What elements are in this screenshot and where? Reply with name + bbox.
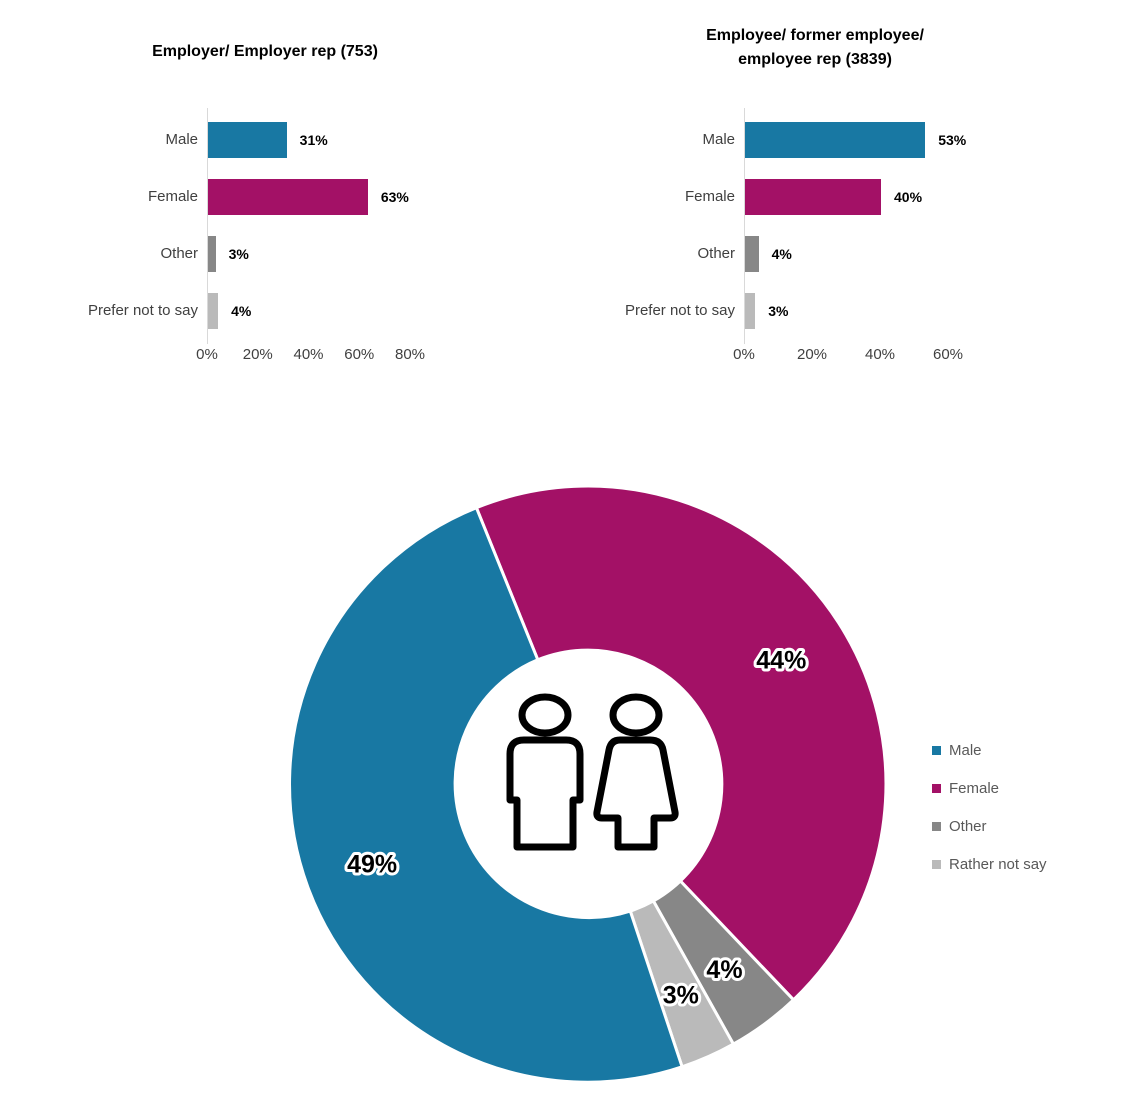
legend-marker-icon — [932, 859, 941, 869]
bar-value-label: 31% — [299, 132, 328, 148]
x-axis-tick-label: 0% — [733, 346, 755, 363]
legend-item-other: Other — [932, 814, 1047, 838]
category-label: Male — [702, 131, 735, 148]
legend-item-female: Female — [932, 776, 1047, 800]
x-axis-tick-label: 40% — [864, 346, 896, 363]
bar-female — [745, 179, 881, 215]
legend-marker-icon — [932, 821, 941, 831]
bar-value-label: 40% — [894, 189, 923, 205]
bar-prefer-not-to-say — [208, 293, 219, 329]
x-axis-tick-label: 0% — [196, 346, 218, 363]
category-label: Other — [160, 245, 198, 262]
bar-value-label: 63% — [380, 189, 409, 205]
x-axis-tick-label: 20% — [796, 346, 828, 363]
donut-slice-female — [474, 484, 888, 1002]
employee-bar-chart: Employee/ former employee/ employee rep … — [600, 20, 1060, 390]
donut-data-label: 44% — [756, 646, 806, 674]
x-axis-tick-label: 60% — [344, 346, 375, 363]
donut-data-label: 3% — [663, 981, 699, 1009]
employee-chart-title: Employee/ former employee/ employee rep … — [600, 24, 1030, 72]
bar-value-label: 3% — [228, 246, 249, 262]
legend-label: Female — [949, 779, 1000, 797]
category-label: Other — [697, 245, 735, 262]
category-label: Prefer not to say — [624, 302, 735, 319]
legend-item-male: Male — [932, 738, 1047, 762]
category-label: Prefer not to say — [87, 302, 198, 319]
bar-other — [745, 236, 759, 272]
donut-legend: Male Female Other Rather not say — [932, 738, 1047, 890]
bar-male — [208, 122, 287, 158]
woman-head — [609, 693, 663, 737]
y-axis-line — [207, 108, 208, 344]
legend-item-rather-not-say: Rather not say — [932, 852, 1047, 876]
category-label: Female — [147, 188, 198, 205]
category-label: Female — [684, 188, 735, 205]
bar-value-label: 53% — [938, 132, 967, 148]
donut-data-label: 49% — [347, 850, 397, 878]
woman-body — [593, 736, 679, 851]
bar-prefer-not-to-say — [745, 293, 756, 329]
legend-label: Male — [949, 741, 982, 759]
legend-marker-icon — [932, 783, 941, 793]
legend-marker-icon — [932, 745, 941, 755]
x-axis-tick-label: 60% — [932, 346, 964, 363]
donut-slice-male — [288, 506, 684, 1084]
man-head — [518, 693, 572, 737]
employer-chart-title: Employer/ Employer rep (753) — [152, 43, 378, 60]
man-body — [506, 736, 584, 851]
employee-chart-title-line2: employee rep (3839) — [738, 51, 892, 68]
bar-male — [745, 122, 926, 158]
bar-value-label: 3% — [768, 303, 789, 319]
x-axis-tick-label: 80% — [394, 346, 426, 363]
employer-bar-chart: Employer/ Employer rep (753) Male 31% Fema… — [60, 40, 480, 390]
x-axis-tick-label: 20% — [242, 346, 273, 363]
gender-donut-chart: 44% 4%3% 49% — [288, 484, 888, 1084]
x-axis-tick-label: 40% — [293, 346, 324, 363]
bar-value-label: 4% — [771, 246, 792, 262]
legend-label: Rather not say — [949, 855, 1047, 873]
bar-other — [208, 236, 216, 272]
category-label: Male — [165, 131, 198, 148]
employee-chart-title-line1: Employee/ former employee/ — [706, 27, 924, 44]
man-woman-icon — [506, 693, 679, 851]
bar-value-label: 4% — [231, 303, 252, 319]
y-axis-line — [744, 108, 745, 344]
legend-label: Other — [949, 817, 987, 835]
bar-female — [208, 179, 368, 215]
donut-data-label: 4% — [706, 956, 742, 984]
